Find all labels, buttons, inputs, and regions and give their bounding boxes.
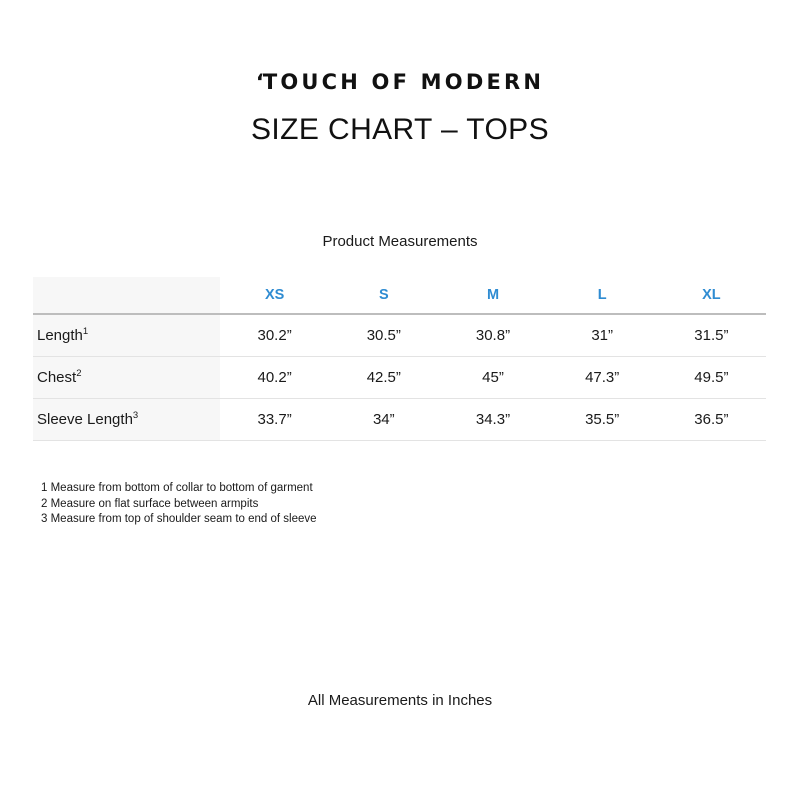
footnote-2: 2 Measure on flat surface between armpit… — [41, 497, 259, 510]
table-row: Sleeve Length3 33.7” 34” 34.3” 35.5” 36.… — [33, 398, 766, 441]
size-header-s: S — [329, 277, 439, 315]
table-body: Length1 30.2” 30.5” 30.8” 31” 31.5” Ches… — [33, 314, 766, 441]
cell-sleeve-m: 34.3” — [438, 398, 548, 441]
row-label-sleeve-length: Sleeve Length3 — [33, 398, 221, 441]
brand-name: TOUCH OF MODERN — [262, 70, 545, 94]
footnotes-list: 1 Measure from bottom of collar to botto… — [41, 481, 317, 528]
table-header-row: XS S M L XL — [33, 277, 766, 315]
cell-sleeve-xs: 33.7” — [220, 398, 330, 441]
cell-chest-m: 45” — [438, 356, 548, 399]
units-caption: All Measurements in Inches — [307, 692, 493, 709]
row-label-text: Sleeve Length — [37, 410, 133, 428]
row-label-chest: Chest2 — [33, 356, 221, 399]
cell-length-xs: 30.2” — [220, 314, 330, 357]
page-title: SIZE CHART – TOPS — [250, 113, 549, 146]
brand-logo: ‘TOUCH OF MODERN — [0, 70, 800, 94]
cell-length-s: 30.5” — [329, 314, 439, 357]
footnote-1: 1 Measure from bottom of collar to botto… — [41, 482, 313, 494]
size-header-xs: XS — [220, 277, 330, 315]
cell-sleeve-xl: 36.5” — [656, 398, 766, 441]
table-row: Chest2 40.2” 42.5” 45” 47.3” 49.5” — [33, 356, 766, 399]
cell-sleeve-s: 34” — [329, 398, 439, 441]
label-column-header — [33, 277, 221, 315]
size-header-m: M — [438, 277, 548, 315]
footnote-marker: 2 — [76, 367, 82, 379]
table-header: XS S M L XL — [33, 277, 766, 315]
footnote-3: 3 Measure from top of shoulder seam to e… — [41, 513, 317, 525]
cell-chest-xs: 40.2” — [220, 356, 330, 399]
size-header-l: L — [547, 277, 657, 315]
footnote-marker: 1 — [82, 325, 89, 337]
cell-length-l: 31” — [547, 314, 657, 357]
cell-length-xl: 31.5” — [656, 314, 766, 357]
measurements-table-container: XS S M L XL Length1 30.2” 30.5” 30.8” 31… — [33, 277, 766, 441]
cell-chest-xl: 49.5” — [656, 356, 766, 399]
size-header-xl: XL — [656, 277, 766, 315]
section-title: Product Measurements — [322, 233, 478, 250]
measurements-table: XS S M L XL Length1 30.2” 30.5” 30.8” 31… — [33, 277, 766, 441]
footnote-marker: 3 — [132, 409, 139, 421]
brand-tick-mark: ‘ — [255, 70, 264, 94]
cell-chest-s: 42.5” — [329, 356, 439, 399]
row-label-length: Length1 — [33, 314, 221, 357]
cell-chest-l: 47.3” — [547, 356, 657, 399]
table-row: Length1 30.2” 30.5” 30.8” 31” 31.5” — [33, 314, 766, 357]
cell-sleeve-l: 35.5” — [547, 398, 657, 441]
row-label-text: Length — [37, 326, 83, 344]
row-label-text: Chest — [37, 368, 77, 386]
cell-length-m: 30.8” — [438, 314, 548, 357]
